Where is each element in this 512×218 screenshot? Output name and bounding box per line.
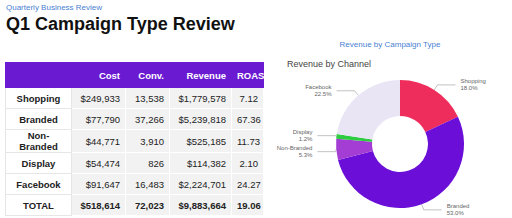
html-text:$518,614: $518,614 [80, 199, 120, 211]
html-text:ROAS: ROAS [237, 69, 265, 81]
svg-text:Non-Branded: Non-Branded [277, 145, 313, 151]
html-text:Shopping: Shopping [16, 92, 61, 104]
html-text:$54,474: $54,474 [85, 157, 120, 169]
html-text:37,266: 37,266 [134, 113, 164, 125]
svg-text:Revenue by Channel: Revenue by Channel [287, 59, 371, 69]
html-text:67.36: 67.36 [237, 113, 261, 125]
html-text:$249,933: $249,933 [80, 92, 120, 104]
html-text:$91,647: $91,647 [85, 178, 120, 190]
html-text:13,538: 13,538 [134, 92, 164, 104]
svg-text:1.2%: 1.2% [299, 136, 313, 142]
html-text:$525,185: $525,185 [186, 135, 226, 147]
html-text:$9,883,664: $9,883,664 [178, 199, 226, 211]
html-text:$44,771: $44,771 [85, 135, 120, 147]
html-text:826: 826 [148, 157, 164, 169]
html-text:$2,224,701: $2,224,701 [178, 178, 226, 190]
html-text:16,483: 16,483 [134, 178, 164, 190]
html-text:Revenue: Revenue [186, 69, 226, 81]
svg-text:Shopping: Shopping [461, 78, 486, 84]
html-text:Q1 Campaign Type Review: Q1 Campaign Type Review [6, 14, 235, 34]
html-text:Cost: Cost [98, 69, 120, 81]
svg-text:5.3%: 5.3% [299, 152, 313, 158]
html-text:$1,779,578: $1,779,578 [178, 92, 226, 104]
html-text:$77,790: $77,790 [85, 113, 120, 125]
html-text:$114,382: $114,382 [187, 157, 226, 169]
html-text:Quarterly Business Review: Quarterly Business Review [6, 3, 102, 12]
html-text:Conv.: Conv. [138, 69, 164, 81]
html-text:Branded: Branded [19, 113, 58, 125]
html-text:$5,239,818: $5,239,818 [178, 113, 226, 125]
html-text:72,023: 72,023 [134, 199, 164, 211]
svg-text:Facebook: Facebook [305, 84, 332, 90]
svg-text:53.0%: 53.0% [447, 210, 465, 216]
html-text:TOTAL: TOTAL [23, 199, 54, 211]
html-text:19.06: 19.06 [237, 199, 261, 211]
svg-text:18.0%: 18.0% [461, 85, 479, 91]
svg-text:Branded: Branded [447, 203, 470, 209]
html-text:11.73: 11.73 [237, 135, 261, 147]
html-text:Facebook: Facebook [16, 178, 61, 190]
html-text:Non-Branded: Non-Branded [19, 130, 58, 152]
html-text:3,910: 3,910 [140, 135, 164, 147]
svg-text:Display: Display [293, 129, 313, 135]
svg-text:22.5%: 22.5% [315, 91, 333, 97]
html-text:7.12: 7.12 [239, 92, 258, 104]
html-text:2.10: 2.10 [239, 157, 258, 169]
html-text:Display: Display [21, 157, 56, 169]
html-text:24.27: 24.27 [237, 178, 261, 190]
html-text:Revenue by Campaign Type: Revenue by Campaign Type [339, 40, 441, 49]
